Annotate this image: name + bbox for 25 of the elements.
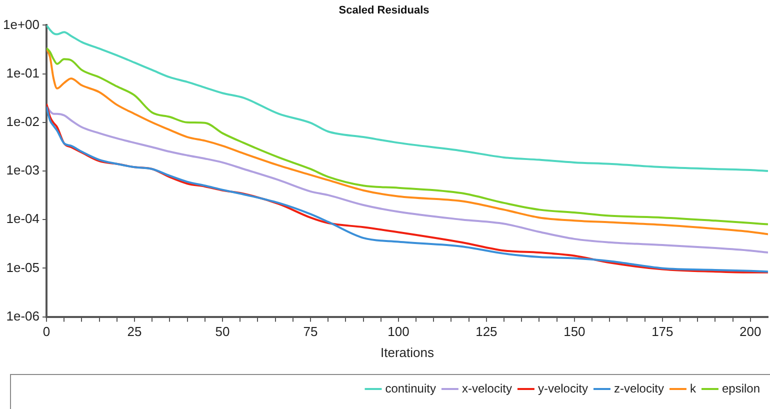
x-tick-label: 150	[564, 324, 586, 340]
y-tick-label: 1e+00	[2, 16, 40, 32]
x-tick-label: 200	[740, 324, 762, 340]
x-tick-label: 75	[303, 324, 318, 340]
x-tick-label: 25	[127, 324, 142, 340]
x-tick-label: 125	[476, 324, 498, 340]
y-tick-label: 1e-02	[6, 114, 40, 129]
chart-title: Scaled Residuals	[338, 4, 430, 17]
legend-label: z-velocity	[614, 381, 664, 396]
y-tick-label: 1e-05	[6, 260, 40, 275]
x-tick-label: 50	[215, 324, 230, 340]
legend-label: y-velocity	[538, 381, 588, 396]
legend-label: continuity	[385, 381, 436, 396]
legend-label: epsilon	[722, 381, 760, 396]
y-tick-label: 1e-06	[6, 308, 40, 324]
y-tick-label: 1e-03	[6, 162, 40, 178]
y-tick-label: 1e-04	[6, 211, 40, 226]
y-tick-label: 1e-01	[6, 65, 40, 80]
x-tick-label: 0	[42, 324, 50, 340]
x-tick-label: 175	[652, 324, 674, 340]
legend-label: k	[690, 381, 697, 396]
x-tick-label: 100	[388, 324, 410, 340]
line-series	[46, 25, 768, 172]
legend-label: x-velocity	[462, 381, 512, 396]
x-axis-title: Iterations	[380, 344, 434, 360]
